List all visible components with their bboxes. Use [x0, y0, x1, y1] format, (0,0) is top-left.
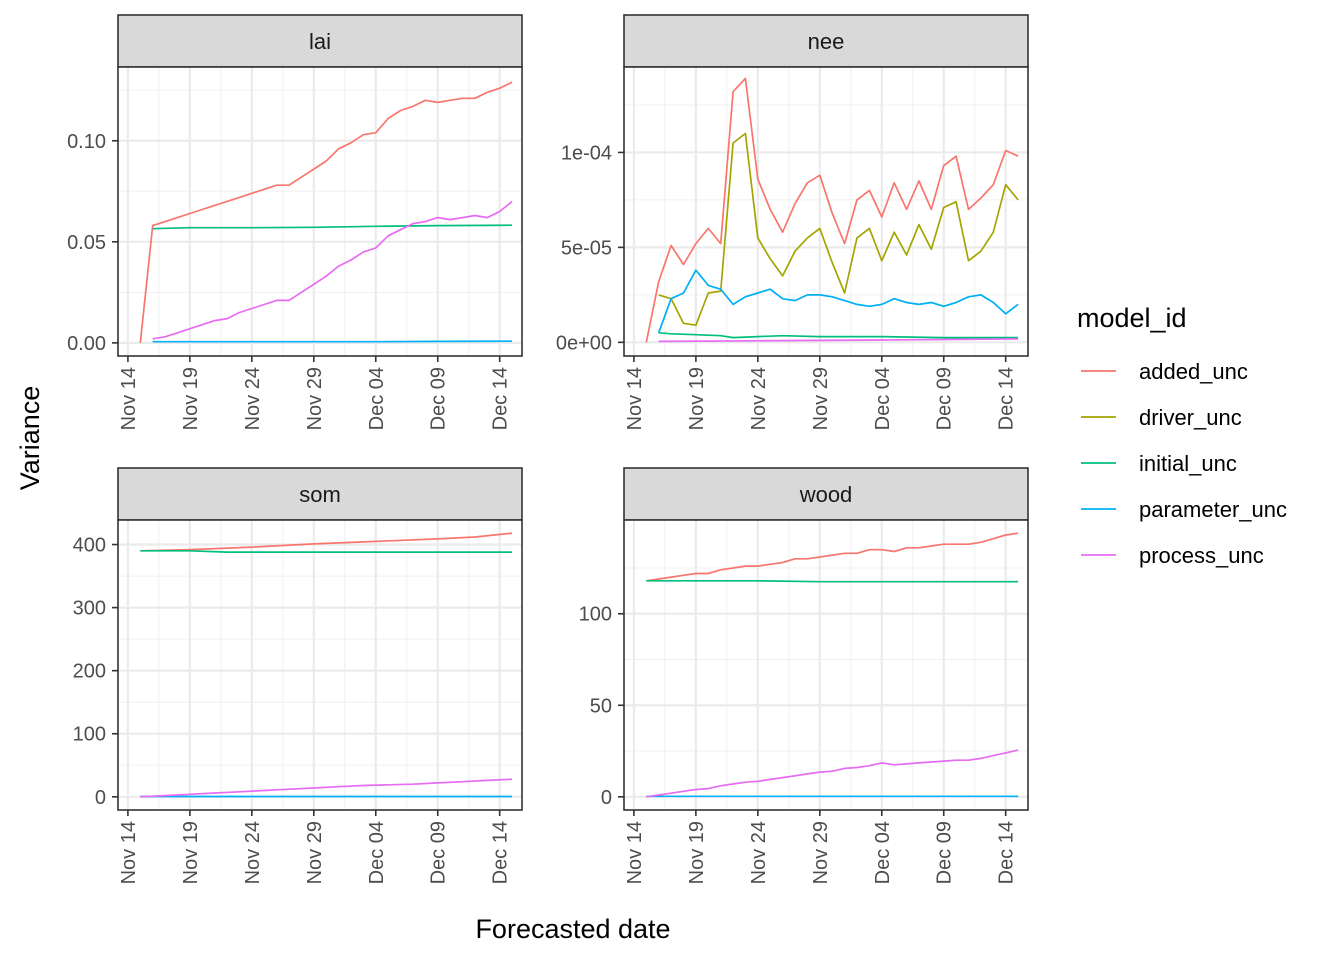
x-tick-label: Dec 14	[490, 367, 512, 430]
y-tick-label: 0.05	[67, 232, 106, 254]
series-line-process_unc	[658, 338, 1019, 343]
panel-wood: wood 0 50 100 Nov 14 Nov 19 Nov 24 Nov 29 Dec 04…	[579, 467, 1029, 884]
series-line-added_unc	[140, 532, 513, 552]
series-layer	[140, 532, 513, 798]
series-line-initial_unc	[152, 224, 513, 230]
y-tick-label: 1e-04	[561, 142, 612, 164]
x-tick-label: Nov 29	[304, 821, 326, 884]
x-tick-label: Dec 04	[872, 821, 894, 884]
x-tick-label: Dec 14	[996, 367, 1018, 430]
series-line-added_unc	[139, 81, 513, 343]
strip-wood	[623, 467, 1029, 521]
plot-area	[624, 520, 1028, 810]
series-line-process_unc	[140, 778, 513, 798]
strip-lai	[117, 14, 523, 68]
series-line-parameter_unc	[152, 340, 513, 343]
strip-label-nee: nee	[808, 29, 845, 54]
x-tick-label: Nov 14	[624, 367, 646, 430]
series-layer	[139, 81, 513, 343]
x-tick-label: Nov 14	[118, 367, 140, 430]
y-tick-label: 0	[95, 787, 106, 809]
x-tick-label: Dec 09	[934, 821, 956, 884]
x-tick-label: Dec 14	[996, 821, 1018, 884]
plot-area	[624, 67, 1028, 356]
panel-border	[117, 519, 523, 811]
series-line-driver_unc	[658, 132, 1019, 327]
strip-label-wood: wood	[799, 482, 853, 507]
series-line-added_unc	[645, 77, 1019, 343]
legend-item-added_unc: added_unc	[1081, 359, 1248, 384]
series-layer	[646, 532, 1019, 798]
legend-label: parameter_unc	[1139, 497, 1287, 522]
y-tick-label: 0	[601, 787, 612, 809]
series-layer	[645, 77, 1019, 343]
x-tick-label: Nov 24	[748, 821, 770, 884]
x-tick-label: Nov 19	[686, 367, 708, 430]
y-tick-label: 0e+00	[556, 332, 612, 354]
x-tick-label: Nov 24	[242, 821, 264, 884]
x-tick-label: Nov 14	[624, 821, 646, 884]
strip-label-som: som	[299, 482, 341, 507]
y-tick-label: 0.10	[67, 131, 106, 153]
x-tick-label: Dec 14	[490, 821, 512, 884]
legend-label: driver_unc	[1139, 405, 1242, 430]
panel-border	[623, 519, 1029, 811]
plot-area	[118, 67, 522, 356]
series-line-parameter_unc	[657, 269, 1019, 334]
series-line-initial_unc	[646, 579, 1019, 583]
y-axis-title: Variance	[15, 386, 45, 491]
x-tick-label: Dec 09	[934, 367, 956, 430]
series-line-added_unc	[646, 532, 1019, 582]
x-tick-label: Nov 19	[180, 821, 202, 884]
strip-nee	[623, 14, 1029, 68]
legend-label: initial_unc	[1139, 451, 1237, 476]
y-tick-label: 50	[590, 695, 612, 717]
x-tick-label: Nov 29	[304, 367, 326, 430]
legend-item-process_unc: process_unc	[1081, 543, 1264, 568]
panel-border	[623, 66, 1029, 357]
legend-item-initial_unc: initial_unc	[1081, 451, 1237, 476]
legend-title: model_id	[1077, 303, 1187, 333]
x-tick-label: Nov 19	[686, 821, 708, 884]
x-tick-label: Dec 09	[428, 821, 450, 884]
y-tick-label: 0.00	[67, 333, 106, 355]
series-line-process_unc	[152, 200, 513, 340]
series-line-initial_unc	[658, 331, 1019, 339]
strip-label-lai: lai	[309, 29, 331, 54]
legend-item-parameter_unc: parameter_unc	[1081, 497, 1287, 522]
series-line-initial_unc	[140, 549, 513, 553]
legend-label: added_unc	[1139, 359, 1248, 384]
x-tick-label: Dec 04	[366, 367, 388, 430]
x-tick-label: Nov 29	[810, 821, 832, 884]
series-line-process_unc	[646, 749, 1019, 798]
x-tick-label: Nov 14	[118, 821, 140, 884]
y-tick-label: 300	[73, 598, 106, 620]
x-tick-label: Nov 24	[748, 367, 770, 430]
x-axis-title: Forecasted date	[475, 914, 670, 944]
x-tick-label: Dec 04	[872, 367, 894, 430]
y-tick-label: 5e-05	[561, 237, 612, 259]
y-tick-label: 100	[579, 604, 612, 626]
legend-label: process_unc	[1139, 543, 1264, 568]
panels-layer: lai 0.00 0.05 0.10 Nov 14 Nov 19 Nov 24 Nov 29 D…	[67, 14, 1029, 884]
x-tick-label: Nov 29	[810, 367, 832, 430]
y-tick-label: 400	[73, 535, 106, 557]
y-tick-label: 100	[73, 724, 106, 746]
panel-nee: nee 0e+00 5e-05 1e-04 Nov 14 Nov 19 Nov 24 Nov …	[556, 14, 1029, 430]
y-tick-label: 200	[73, 661, 106, 683]
x-tick-label: Dec 09	[428, 367, 450, 430]
x-tick-label: Dec 04	[366, 821, 388, 884]
legend: model_id added_unc driver_unc initial_uncp…	[1077, 303, 1287, 568]
plot-area	[118, 520, 522, 810]
legend-item-driver_unc: driver_unc	[1081, 405, 1242, 430]
panel-som: som 0 100 200 300 400 Nov 14 Nov 19 Nov 24 Nov 29…	[73, 467, 523, 884]
panel-lai: lai 0.00 0.05 0.10 Nov 14 Nov 19 Nov 24 Nov 29 D…	[67, 14, 523, 430]
x-tick-label: Nov 24	[242, 367, 264, 430]
strip-som	[117, 467, 523, 521]
panel-border	[117, 66, 523, 357]
x-tick-label: Nov 19	[180, 367, 202, 430]
